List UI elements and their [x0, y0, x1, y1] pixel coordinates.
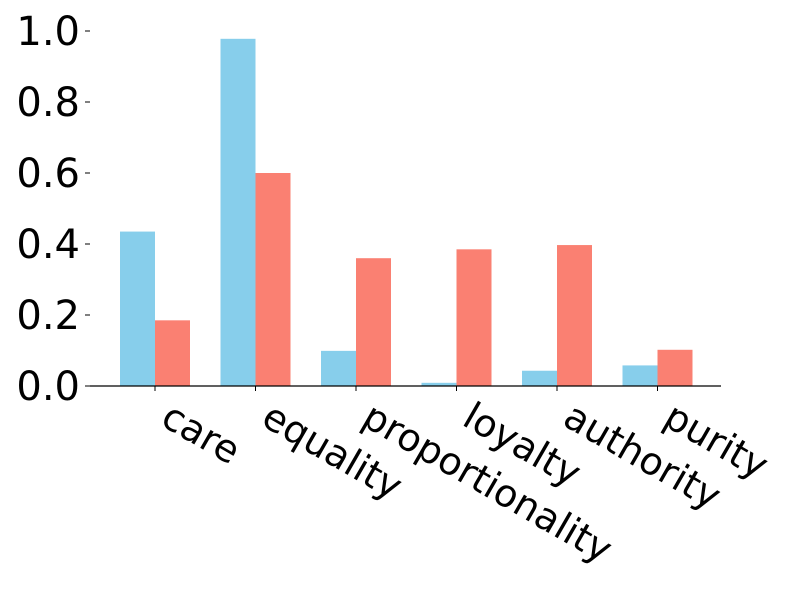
bar-authority-series-1	[522, 370, 557, 386]
bar-proportionality-series-1	[321, 350, 356, 386]
y-tick-label-0.2: 0.2	[16, 293, 80, 339]
y-tick-label-0.4: 0.4	[16, 222, 80, 268]
bar-care-series-2	[155, 320, 190, 386]
bar-equality-series-1	[220, 38, 256, 387]
bar-purity-series-1	[622, 365, 658, 386]
bar-authority-series-2	[557, 245, 592, 386]
x-axis	[90, 385, 721, 391]
y-tick-label-0.6: 0.6	[16, 151, 80, 197]
x-tick-label-care: care	[155, 394, 248, 473]
y-tick-label-0.8: 0.8	[16, 80, 80, 126]
y-tick-label-0.0: 0.0	[16, 364, 80, 410]
bars-layer	[120, 38, 693, 387]
y-tick-label-1.0: 1.0	[16, 9, 80, 55]
bar-loyalty-series-1	[421, 382, 457, 386]
bar-proportionality-series-2	[356, 258, 391, 386]
y-axis: 0.0 0.2 0.4 0.6 0.8 1.0	[16, 9, 90, 410]
x-tick-labels: care equalityproportionalityloyaltyauthor…	[155, 394, 776, 572]
bar-care-series-1	[120, 231, 155, 386]
bar-equality-series-2	[255, 173, 291, 386]
bar-purity-series-2	[657, 349, 693, 386]
bar-loyalty-series-2	[456, 249, 492, 386]
